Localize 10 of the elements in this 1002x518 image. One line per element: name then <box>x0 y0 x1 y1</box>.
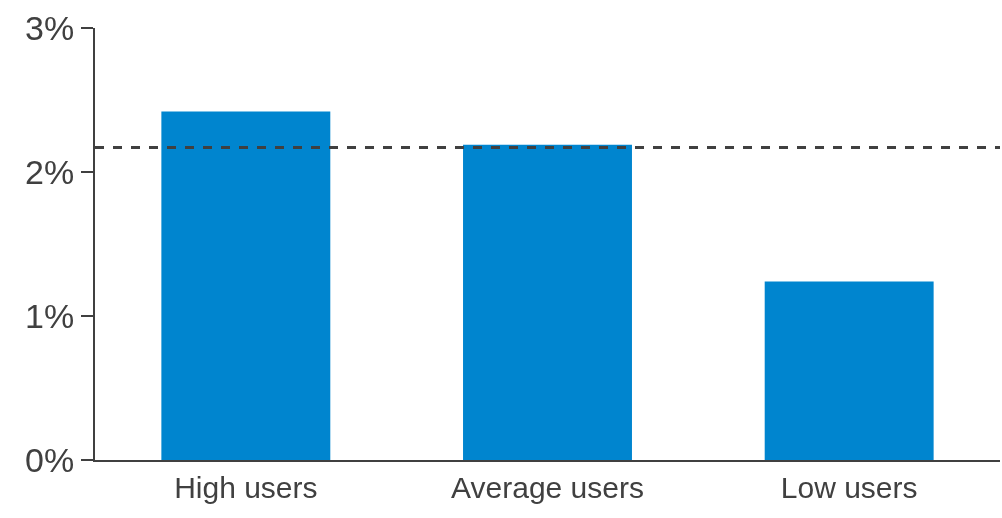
x-tick-label: Low users <box>780 471 918 504</box>
bar <box>161 111 331 460</box>
y-tick-label: 2% <box>25 152 75 191</box>
bar <box>463 144 632 460</box>
y-tick-label: 3% <box>25 8 75 47</box>
bar <box>764 281 934 460</box>
y-tick-label: 0% <box>25 440 75 479</box>
y-tick-label: 1% <box>25 296 75 335</box>
x-tick-label: Average users <box>451 471 644 504</box>
x-tick-label: High users <box>174 471 318 504</box>
